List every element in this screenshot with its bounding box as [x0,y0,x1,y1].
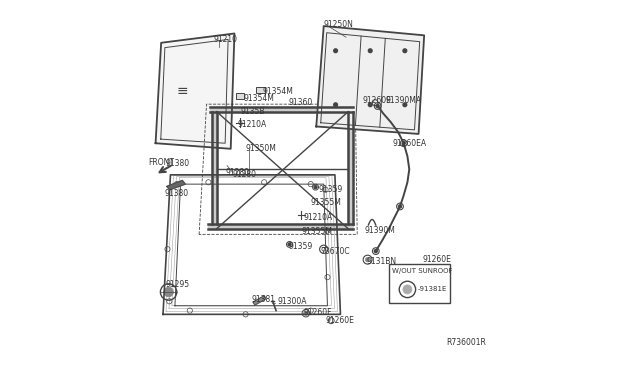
Text: 91350M: 91350M [246,144,276,153]
Circle shape [333,103,337,107]
Text: 9131BN: 9131BN [367,257,397,266]
Text: 91355M: 91355M [301,227,332,236]
Circle shape [304,311,308,315]
Circle shape [288,243,291,246]
Text: 91360: 91360 [289,98,312,107]
Circle shape [403,49,406,52]
Text: 91210: 91210 [214,35,238,44]
Text: ≡: ≡ [177,84,188,98]
Text: 91260E: 91260E [422,255,451,264]
Bar [389,264,450,303]
Text: 91250N: 91250N [324,20,353,29]
Circle shape [164,287,173,297]
Text: FRONT: FRONT [148,158,174,167]
Text: 91280: 91280 [232,170,257,179]
Circle shape [374,250,378,253]
Circle shape [399,205,401,208]
Circle shape [369,103,372,107]
Text: 91354M: 91354M [244,94,275,103]
Text: 91280: 91280 [225,168,249,177]
Circle shape [333,49,337,52]
Polygon shape [167,180,186,190]
Text: 91354M: 91354M [262,87,293,96]
Text: W/OUT SUNROOF: W/OUT SUNROOF [392,268,452,274]
Text: 91260EA: 91260EA [392,139,427,148]
Text: 91380: 91380 [164,189,189,198]
Text: 91380: 91380 [166,159,189,168]
Circle shape [376,105,379,108]
Text: 91260F: 91260F [303,308,332,317]
Bar [256,87,265,93]
Circle shape [365,257,370,262]
Polygon shape [156,33,234,149]
Text: 91359: 91359 [289,242,312,251]
Text: 91355M: 91355M [310,198,342,207]
Circle shape [369,49,372,52]
Text: R736001R: R736001R [447,339,486,347]
Text: 91295: 91295 [166,280,189,289]
Circle shape [403,103,406,107]
Polygon shape [253,296,266,305]
Text: 91210A: 91210A [237,120,267,129]
Text: 91359: 91359 [318,185,342,194]
Text: -91381E: -91381E [417,286,447,292]
Text: 91260E: 91260E [326,316,355,325]
Text: 91210A: 91210A [303,213,333,222]
Text: 91390M: 91390M [365,226,396,235]
Text: 73670C: 73670C [320,247,349,256]
Polygon shape [316,26,424,134]
Text: 91390MA: 91390MA [385,96,421,105]
Circle shape [402,142,405,145]
Text: 9135B: 9135B [240,107,264,116]
Text: 91260E: 91260E [363,96,392,105]
Text: 91300A: 91300A [277,297,307,306]
Bar [236,93,244,99]
Circle shape [314,186,317,189]
Text: 91381: 91381 [251,295,275,304]
Circle shape [403,285,412,294]
